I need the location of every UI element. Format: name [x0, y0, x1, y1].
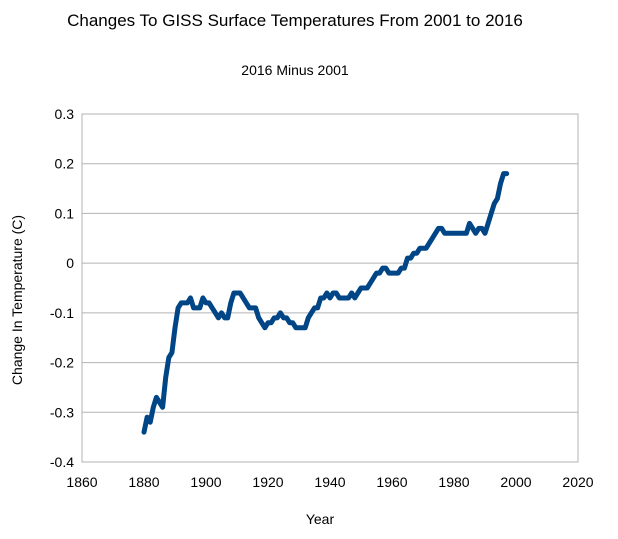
- gridlines: [82, 113, 578, 463]
- y-tick-label: -0.1: [50, 305, 74, 321]
- series-line: [141, 171, 510, 435]
- y-tick-label: 0.2: [55, 156, 75, 172]
- x-tick-label: 1940: [314, 474, 345, 490]
- y-tick-label: 0.3: [55, 106, 75, 122]
- x-tick-label: 1920: [252, 474, 283, 490]
- x-tick-label: 1960: [376, 474, 407, 490]
- y-axis-tick-labels: 0.3 0.2 0.1 0 -0.1 -0.2 -0.3 -0.4: [50, 106, 74, 470]
- y-tick-label: -0.2: [50, 355, 74, 371]
- x-axis-tick-labels: 1860 1880 1900 1920 1940 1960 1980 2000 2020: [66, 474, 593, 490]
- x-axis-title: Year: [306, 511, 335, 527]
- x-tick-label: 1860: [66, 474, 97, 490]
- x-tick-label: 1880: [128, 474, 159, 490]
- x-tick-label: 2020: [562, 474, 593, 490]
- y-axis-title: Change In Temperature (C): [9, 215, 25, 385]
- y-tick-label: -0.3: [50, 404, 74, 420]
- y-tick-label: 0.1: [55, 205, 75, 221]
- plot-area-border: [81, 113, 579, 463]
- chart-title: Changes To GISS Surface Temperatures Fro…: [67, 11, 523, 30]
- chart-subtitle: 2016 Minus 2001: [241, 62, 349, 78]
- x-tick-label: 2000: [500, 474, 531, 490]
- x-tick-label: 1900: [190, 474, 221, 490]
- y-tick-label: -0.4: [50, 454, 74, 470]
- x-tick-label: 1980: [438, 474, 469, 490]
- y-tick-label: 0: [66, 255, 74, 271]
- series-layer: [141, 171, 510, 435]
